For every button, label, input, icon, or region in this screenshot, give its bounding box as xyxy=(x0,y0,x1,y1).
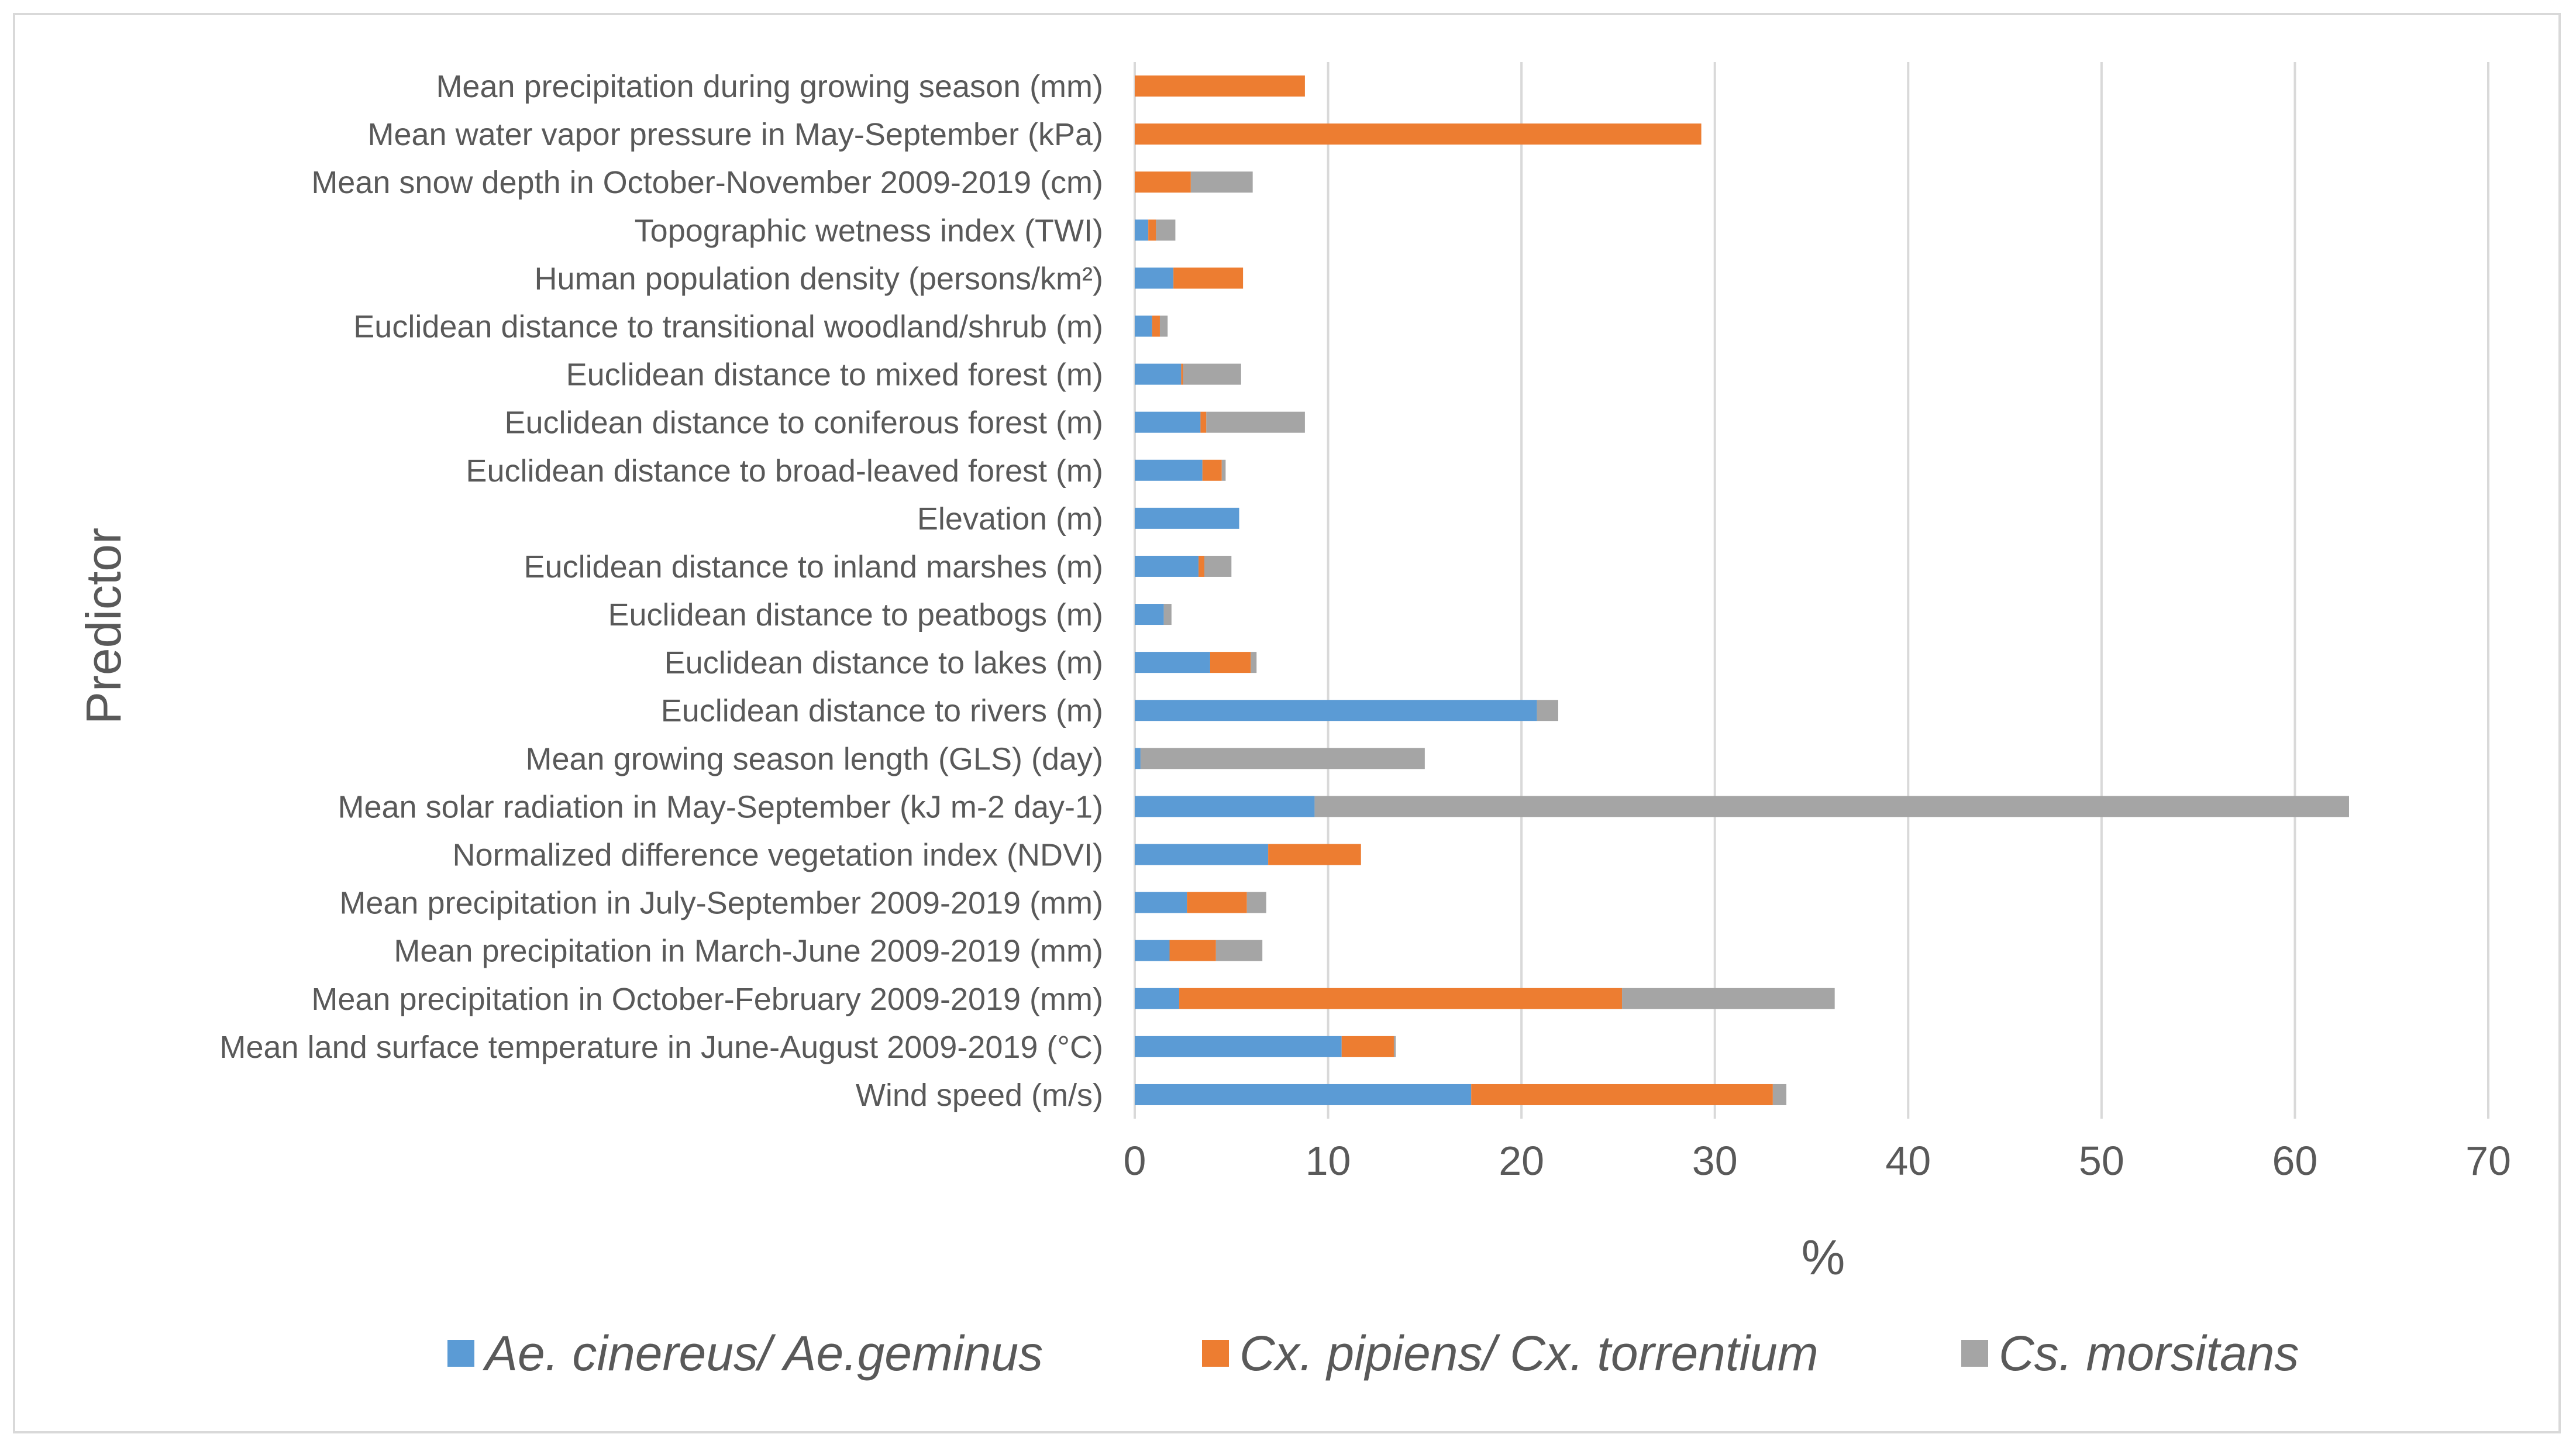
bar-segment-series-1 xyxy=(1169,940,1216,961)
bar-segment-series-0 xyxy=(1135,315,1152,337)
bar-segment-series-1 xyxy=(1148,219,1156,241)
category-label: Mean water vapor pressure in May-Septemb… xyxy=(367,117,1103,152)
category-label: Euclidean distance to inland marshes (m) xyxy=(524,549,1103,584)
bar-segment-series-0 xyxy=(1135,940,1170,961)
bar-segment-series-0 xyxy=(1135,604,1164,625)
gridlines xyxy=(1134,62,2489,1119)
bar-segment-series-0 xyxy=(1135,700,1537,721)
legend-label-series-2: Cs. morsitans xyxy=(1999,1326,2299,1381)
category-label: Euclidean distance to broad-leaved fores… xyxy=(466,453,1103,489)
x-tick-label: 60 xyxy=(2272,1138,2317,1184)
bar-segment-series-2 xyxy=(1190,171,1253,193)
category-label: Mean precipitation in July-September 200… xyxy=(339,886,1103,921)
category-label: Human population density (persons/km²) xyxy=(535,261,1103,296)
x-tick-label: 50 xyxy=(2079,1138,2124,1184)
bar-segment-series-2 xyxy=(1206,411,1305,433)
category-label: Elevation (m) xyxy=(917,501,1103,537)
legend-swatch-series-2 xyxy=(1961,1340,1988,1367)
category-label: Mean land surface temperature in June-Au… xyxy=(220,1030,1103,1065)
bar-segment-series-0 xyxy=(1135,748,1141,769)
category-labels: Mean precipitation during growing season… xyxy=(220,69,1103,1113)
legend-swatch-series-1 xyxy=(1202,1340,1229,1367)
category-label: Mean precipitation in March-June 2009-20… xyxy=(394,934,1103,969)
x-tick-label: 10 xyxy=(1306,1138,1351,1184)
bar-segment-series-2 xyxy=(1537,700,1558,721)
category-label: Euclidean distance to mixed forest (m) xyxy=(566,357,1103,393)
bar-segment-series-1 xyxy=(1181,363,1183,385)
bar-segment-series-1 xyxy=(1202,459,1222,481)
bar-segment-series-1 xyxy=(1179,988,1623,1009)
x-tick-label: 30 xyxy=(1692,1138,1738,1184)
bar-segment-series-0 xyxy=(1135,1036,1342,1057)
bar-segment-series-0 xyxy=(1135,363,1182,385)
bar-segment-series-1 xyxy=(1135,123,1702,145)
category-label: Mean growing season length (GLS) (day) xyxy=(525,741,1103,776)
bar-segment-series-0 xyxy=(1135,844,1269,865)
category-label: Wind speed (m/s) xyxy=(856,1078,1103,1113)
category-label: Mean solar radiation in May-September (k… xyxy=(338,789,1104,824)
x-tick-labels: 0 10 20 30 40 50 60 70 xyxy=(1124,1138,2511,1184)
category-label: Euclidean distance to rivers (m) xyxy=(661,693,1103,728)
bar-segment-series-1 xyxy=(1341,1036,1394,1057)
bar-segment-series-2 xyxy=(1215,940,1263,961)
legend-label-series-1: Cx. pipiens/ Cx. torrentium xyxy=(1239,1326,1819,1381)
bar-segment-series-2 xyxy=(1622,988,1835,1009)
x-tick-label: 0 xyxy=(1124,1138,1146,1184)
legend: Ae. cinereus/ Ae.geminus Cx. pipiens/ Cx.… xyxy=(447,1326,2299,1381)
bars xyxy=(1135,75,2349,1105)
chart-frame xyxy=(13,13,2561,1433)
category-label: Euclidean distance to peatbogs (m) xyxy=(608,597,1104,632)
bar-segment-series-1 xyxy=(1173,267,1244,289)
bar-segment-series-2 xyxy=(1140,748,1425,769)
bar-segment-series-0 xyxy=(1135,988,1180,1009)
category-label: Mean precipitation during growing season… xyxy=(436,69,1103,104)
x-tick-label: 20 xyxy=(1499,1138,1544,1184)
bar-segment-series-1 xyxy=(1268,844,1361,865)
bar-segment-series-2 xyxy=(1156,219,1176,241)
legend-label-series-0: Ae. cinereus/ Ae.geminus xyxy=(482,1326,1043,1381)
bar-segment-series-2 xyxy=(1163,604,1172,625)
bar-segment-series-1 xyxy=(1199,555,1205,577)
legend-swatch-series-0 xyxy=(447,1340,474,1367)
category-label: Euclidean distance to transitional woodl… xyxy=(353,310,1103,345)
category-label: Euclidean distance to coniferous forest … xyxy=(505,405,1104,441)
bar-segment-series-0 xyxy=(1135,459,1203,481)
bar-segment-series-2 xyxy=(1772,1084,1787,1105)
bar-segment-series-2 xyxy=(1183,363,1241,385)
bar-segment-series-1 xyxy=(1135,171,1191,193)
bar-segment-series-2 xyxy=(1393,1036,1396,1057)
bar-segment-series-2 xyxy=(1314,796,2349,817)
category-label: Topographic wetness index (TWI) xyxy=(635,213,1103,248)
bar-segment-series-1 xyxy=(1187,892,1247,913)
category-label: Euclidean distance to lakes (m) xyxy=(664,645,1103,680)
bar-segment-series-1 xyxy=(1210,652,1251,673)
bar-segment-series-1 xyxy=(1471,1084,1773,1105)
bar-segment-series-0 xyxy=(1135,219,1149,241)
bar-segment-series-1 xyxy=(1152,315,1160,337)
bar-segment-series-0 xyxy=(1135,555,1199,577)
bar-segment-series-2 xyxy=(1204,555,1232,577)
bar-segment-series-2 xyxy=(1221,459,1226,481)
x-axis-title: % xyxy=(1802,1230,1845,1285)
bar-segment-series-0 xyxy=(1135,796,1315,817)
bar-segment-series-0 xyxy=(1135,1084,1472,1105)
y-axis-title: Predictor xyxy=(76,528,131,724)
bar-segment-series-1 xyxy=(1135,75,1305,97)
bar-segment-series-0 xyxy=(1135,892,1187,913)
bar-segment-series-0 xyxy=(1135,267,1174,289)
bar-segment-series-2 xyxy=(1246,892,1266,913)
bar-segment-series-1 xyxy=(1200,411,1207,433)
bar-segment-series-2 xyxy=(1251,652,1257,673)
category-label: Mean precipitation in October-February 2… xyxy=(311,982,1103,1017)
category-label: Normalized difference vegetation index (… xyxy=(452,838,1103,873)
bar-segment-series-0 xyxy=(1135,507,1239,529)
bar-segment-series-0 xyxy=(1135,652,1210,673)
bar-segment-series-2 xyxy=(1159,315,1168,337)
x-tick-label: 70 xyxy=(2465,1138,2511,1184)
bar-segment-series-0 xyxy=(1135,411,1201,433)
category-label: Mean snow depth in October-November 2009… xyxy=(311,165,1103,200)
x-tick-label: 40 xyxy=(1885,1138,1931,1184)
